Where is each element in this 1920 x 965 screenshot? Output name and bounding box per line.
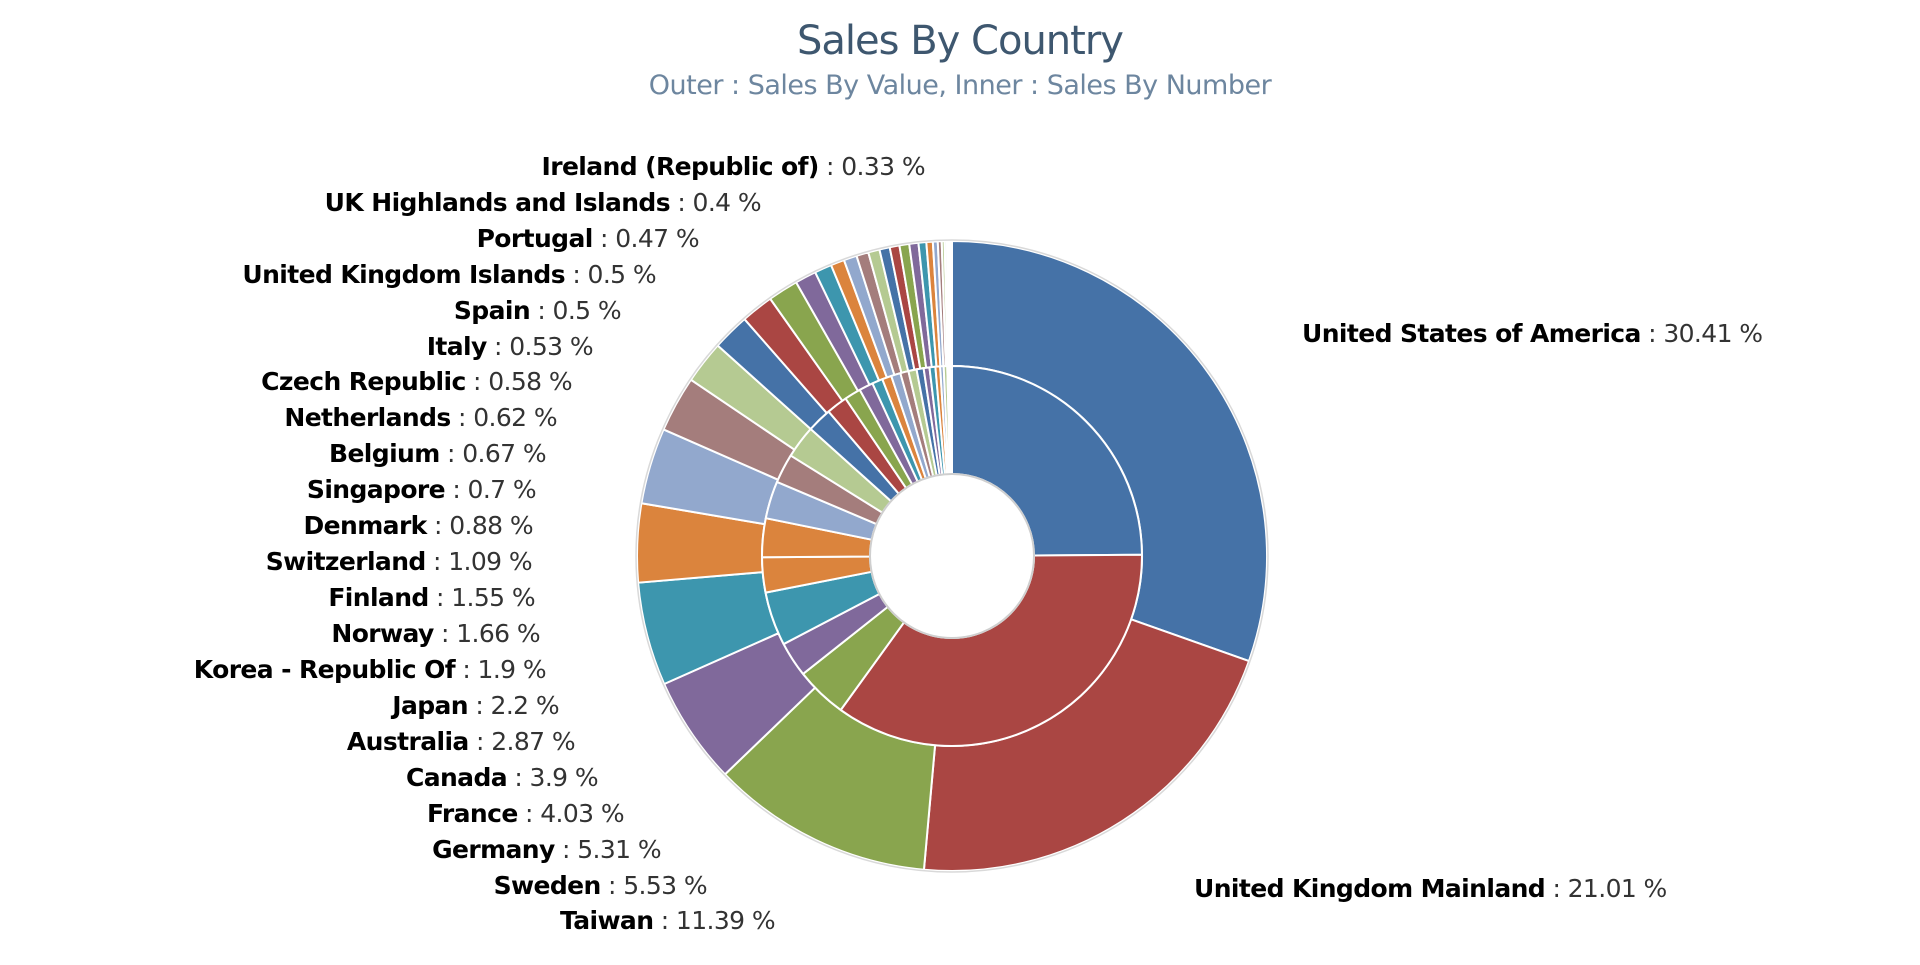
chart-subtitle: Outer : Sales By Value, Inner : Sales By… bbox=[648, 70, 1272, 101]
data-label-name: United States of America bbox=[1302, 319, 1641, 348]
data-label-belgium: Belgium : 0.67 % bbox=[329, 439, 547, 469]
data-label-value: : 2.87 % bbox=[468, 727, 576, 756]
data-label-name: United Kingdom Mainland bbox=[1194, 874, 1546, 903]
data-label-name: Japan bbox=[392, 691, 469, 720]
data-label-uk-highlands-and-islands: UK Highlands and Islands : 0.4 % bbox=[324, 188, 762, 218]
data-label-netherlands: Netherlands : 0.62 % bbox=[284, 403, 557, 433]
data-label-australia: Australia : 2.87 % bbox=[346, 727, 576, 757]
data-label-value: : 0.88 % bbox=[426, 511, 534, 540]
outer-ring-sales-by-value bbox=[636, 240, 1268, 872]
data-label-value: : 0.7 % bbox=[445, 475, 536, 504]
data-label-name: Norway bbox=[331, 619, 434, 648]
data-label-name: Sweden bbox=[493, 871, 602, 900]
data-label-taiwan: Taiwan : 11.39 % bbox=[559, 906, 776, 936]
outer-ring-border bbox=[635, 239, 1269, 873]
data-label-name: Belgium bbox=[329, 439, 440, 468]
data-label-name: Taiwan bbox=[559, 906, 654, 935]
data-label-sweden: Sweden : 5.53 % bbox=[493, 871, 708, 901]
data-label-value: : 0.5 % bbox=[565, 260, 656, 289]
data-label-value: : 21.01 % bbox=[1545, 874, 1667, 903]
data-label-name: Canada bbox=[405, 763, 508, 792]
data-label-name: UK Highlands and Islands bbox=[324, 188, 671, 217]
data-label-czech-republic: Czech Republic : 0.58 % bbox=[261, 367, 572, 397]
data-label-name: Korea - Republic Of bbox=[193, 655, 456, 684]
data-label-name: Switzerland bbox=[265, 547, 427, 576]
data-label-value: : 30.41 % bbox=[1640, 319, 1763, 348]
data-label-korea-republic-of: Korea - Republic Of : 1.9 % bbox=[193, 655, 547, 685]
data-label-name: Netherlands bbox=[284, 403, 451, 432]
donut-hole bbox=[869, 473, 1035, 639]
data-label-value: : 1.55 % bbox=[428, 583, 536, 612]
data-label-united-states-of-america: United States of America : 30.41 % bbox=[1302, 319, 1763, 349]
data-label-germany: Germany : 5.31 % bbox=[432, 835, 662, 865]
data-label-value: : 0.67 % bbox=[439, 439, 547, 468]
data-label-value: : 1.09 % bbox=[425, 547, 533, 576]
data-label-name: Czech Republic bbox=[261, 367, 466, 396]
data-label-name: Finland bbox=[328, 583, 429, 612]
data-label-name: Portugal bbox=[476, 224, 594, 253]
data-label-name: Italy bbox=[426, 332, 488, 361]
data-label-portugal: Portugal : 0.47 % bbox=[476, 224, 700, 254]
data-label-value: : 0.4 % bbox=[670, 188, 761, 217]
data-label-norway: Norway : 1.66 % bbox=[331, 619, 540, 649]
data-label-value: : 0.58 % bbox=[465, 367, 573, 396]
data-label-denmark: Denmark : 0.88 % bbox=[303, 511, 534, 541]
data-label-value: : 4.03 % bbox=[517, 799, 625, 828]
data-label-singapore: Singapore : 0.7 % bbox=[306, 475, 537, 505]
data-label-name: United Kingdom Islands bbox=[242, 260, 566, 289]
data-label-value: : 2.2 % bbox=[468, 691, 559, 720]
slice-outer-unlabeled-28[interactable] bbox=[946, 240, 953, 368]
data-label-name: Australia bbox=[346, 727, 469, 756]
data-label-value: : 0.47 % bbox=[592, 224, 700, 253]
data-label-united-kingdom-islands: United Kingdom Islands : 0.5 % bbox=[242, 260, 656, 290]
data-label-italy: Italy : 0.53 % bbox=[426, 332, 594, 362]
data-label-name: Ireland (Republic of) bbox=[541, 152, 820, 181]
data-label-ireland-republic-of: Ireland (Republic of) : 0.33 % bbox=[541, 152, 926, 182]
data-label-united-kingdom-mainland: United Kingdom Mainland : 21.01 % bbox=[1194, 874, 1667, 904]
data-label-name: Germany bbox=[432, 835, 555, 864]
data-label-spain: Spain : 0.5 % bbox=[453, 296, 622, 326]
data-label-value: : 1.9 % bbox=[455, 655, 546, 684]
data-label-finland: Finland : 1.55 % bbox=[328, 583, 535, 613]
data-label-value: : 3.9 % bbox=[507, 763, 598, 792]
data-label-name: France bbox=[427, 799, 518, 828]
data-label-name: Singapore bbox=[306, 475, 446, 504]
data-label-value: : 0.33 % bbox=[818, 152, 926, 181]
data-label-name: Denmark bbox=[303, 511, 428, 540]
data-label-name: Spain bbox=[453, 296, 531, 325]
data-label-value: : 0.53 % bbox=[486, 332, 594, 361]
data-label-france: France : 4.03 % bbox=[427, 799, 625, 829]
data-label-japan: Japan : 2.2 % bbox=[392, 691, 559, 721]
data-label-value: : 0.5 % bbox=[530, 296, 621, 325]
data-label-canada: Canada : 3.9 % bbox=[405, 763, 599, 793]
chart-title: Sales By Country bbox=[797, 18, 1124, 64]
data-label-value: : 5.53 % bbox=[600, 871, 708, 900]
data-label-value: : 0.62 % bbox=[450, 403, 558, 432]
data-label-switzerland: Switzerland : 1.09 % bbox=[265, 547, 533, 577]
data-label-value: : 11.39 % bbox=[653, 906, 776, 935]
data-label-value: : 5.31 % bbox=[554, 835, 662, 864]
data-label-value: : 1.66 % bbox=[433, 619, 541, 648]
